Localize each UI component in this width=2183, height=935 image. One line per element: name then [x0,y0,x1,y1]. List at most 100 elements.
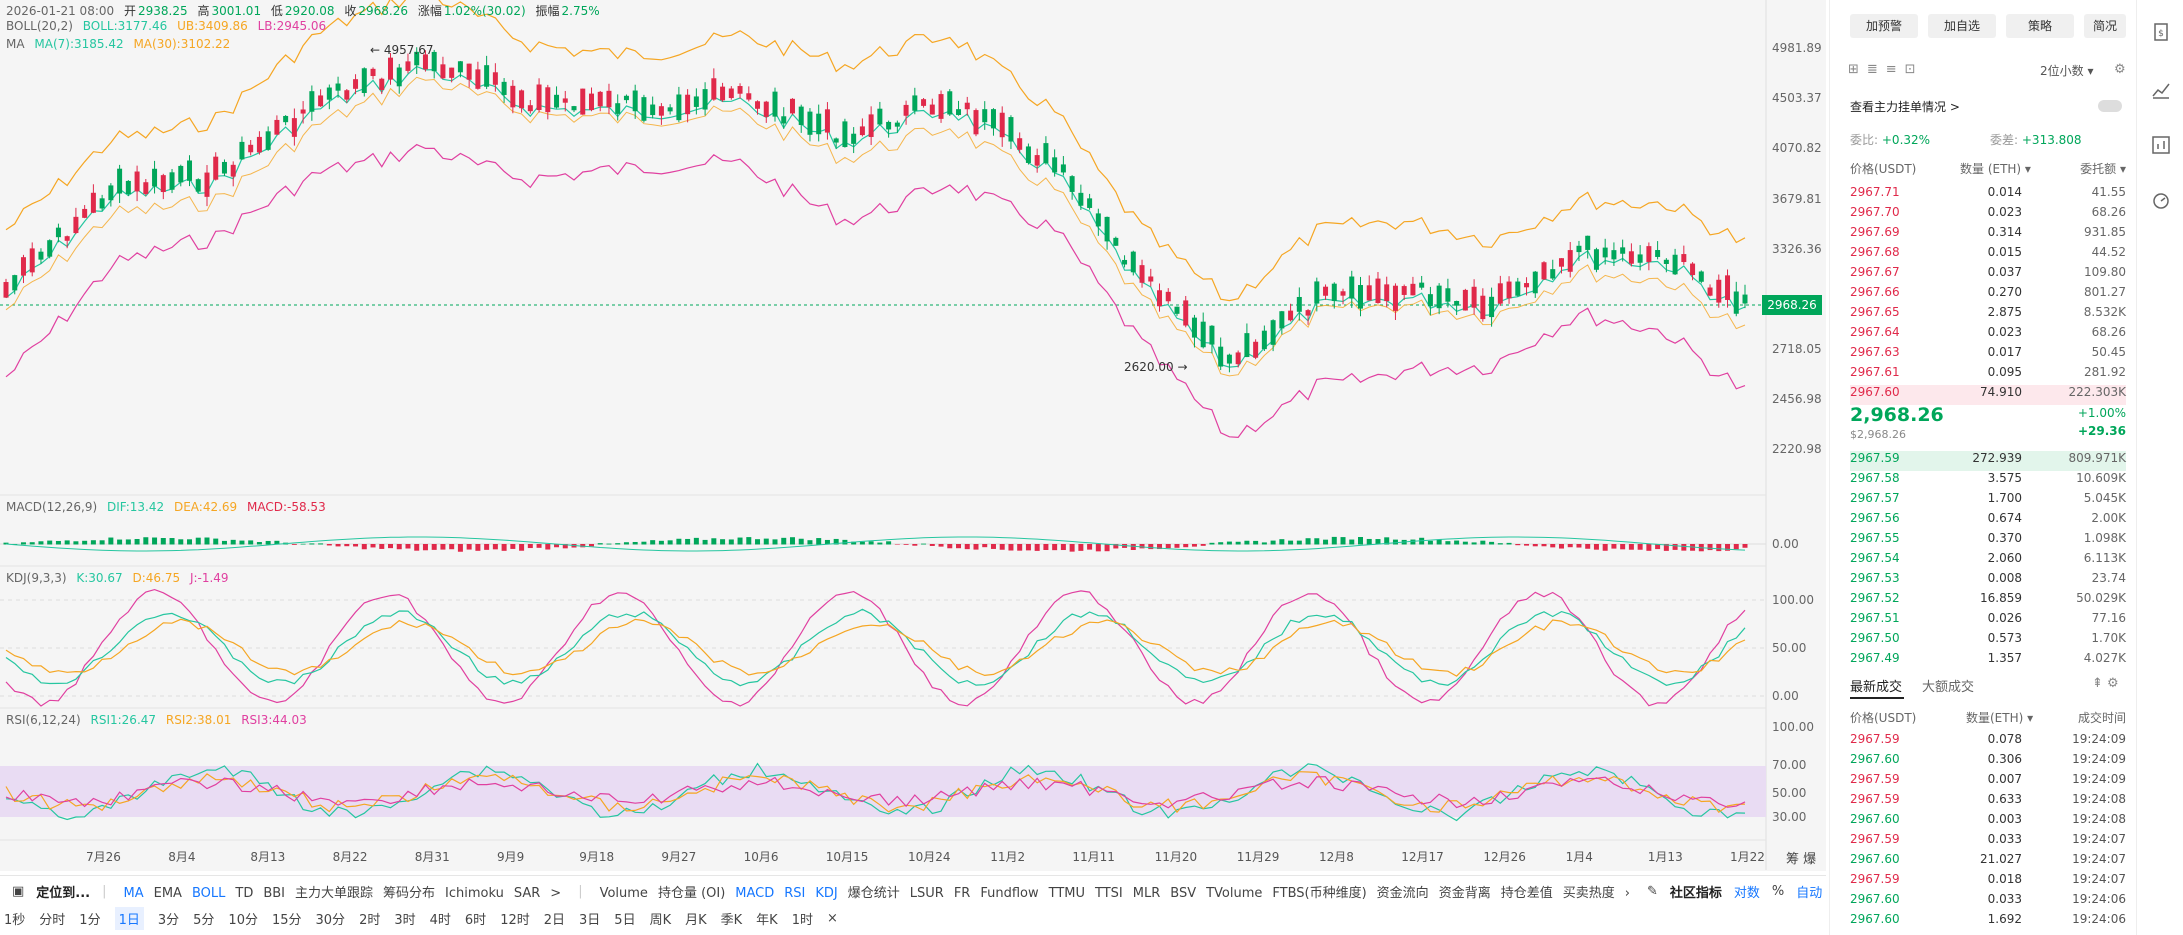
chart-area[interactable]: 2026-01-21 08:00 开 2938.25 高 3001.01 低 2920… [0,0,1826,871]
macd-legend[interactable]: MACD(12,26,9) DIF:13.42 DEA:42.69 MACD:-… [6,500,332,514]
tab-latest-trades[interactable]: 最新成交 [1850,680,1903,695]
sub-indicator-item[interactable]: Volume [599,885,648,901]
community-indicator-button[interactable]: 社区指标 [1669,885,1722,901]
ask-row[interactable]: 2967.67 0.037 109.80 [1850,265,2126,279]
bid-row[interactable]: 2967.49 1.357 4.027K [1850,651,2126,665]
sub-indicator-item[interactable]: 持仓量 (OI) [657,885,726,901]
timeframe-option[interactable]: 2时 [359,912,381,928]
timeframe-option[interactable]: 季K [720,912,743,928]
bid-row[interactable]: 2967.54 2.060 6.113K [1850,551,2126,565]
sub-indicator-item[interactable]: MACD [735,885,775,901]
whale-toggle[interactable] [2098,100,2122,112]
main-indicator-item[interactable]: TD [235,885,254,901]
timeframe-option[interactable]: 分时 [39,912,66,928]
bid-row[interactable]: 2967.57 1.700 5.045K [1850,491,2126,505]
main-indicator-item[interactable]: 主力大单跟踪 [295,885,374,901]
sub-indicator-item[interactable]: TTMU [1048,885,1085,901]
timeframe-option[interactable]: 5分 [193,912,215,928]
orderbook-view-icons[interactable]: ⊞≣≡⊡ [1848,62,1924,77]
bar-chart-icon[interactable] [2151,135,2171,155]
sub-indicator-item[interactable]: TTSI [1095,885,1123,901]
main-indicator-item[interactable]: MA [123,885,144,901]
ask-row[interactable]: 2967.68 0.015 44.52 [1850,245,2126,259]
timeframe-option[interactable]: 1时 [791,912,813,928]
bid-row[interactable]: 2967.52 16.859 50.029K [1850,591,2126,605]
whale-orders-link[interactable]: 查看主力挂单情况 > [1850,100,1960,114]
bid-row[interactable]: 2967.56 0.674 2.00K [1850,511,2126,525]
calendar-icon[interactable]: ▣ [12,883,25,899]
sub-indicator-item[interactable]: 爆仓统计 [847,885,900,901]
watchlist-button[interactable]: 加自选 [1928,14,1996,38]
filter-icon[interactable]: ⇞ ⚙ [2092,676,2119,691]
bid-row[interactable]: 2967.55 0.370 1.098K [1850,531,2126,545]
trend-icon[interactable] [2151,80,2171,100]
sub-indicator-item[interactable]: FTBS(币种维度) [1272,885,1367,901]
timeframe-option[interactable]: 5日 [614,912,636,928]
sub-indicator-item[interactable]: 资金流向 [1376,885,1429,901]
main-indicator-item[interactable]: EMA [153,885,182,901]
tab-large-trades[interactable]: 大额成交 [1922,680,1975,695]
sub-indicator-item[interactable]: 资金背离 [1438,885,1491,901]
timeframe-option[interactable]: × [826,910,838,926]
overview-button[interactable]: 简况 [2084,14,2126,38]
timeframe-option[interactable]: 6时 [464,912,487,928]
main-indicator-item[interactable]: BBI [263,885,285,901]
sub-indicator-item[interactable]: Fundflow [980,885,1039,901]
timeframe-option[interactable]: 1日 [114,906,144,930]
kline-chart[interactable] [0,0,1826,871]
gauge-icon[interactable] [2151,191,2171,211]
timeframe-option[interactable]: 12时 [500,912,530,928]
kdj-legend[interactable]: KDJ(9,3,3) K:30.67 D:46.75 J:-1.49 [6,571,235,585]
sub-indicator-item[interactable]: LSUR [909,885,944,901]
sub-indicator-item[interactable]: › [1624,885,1630,901]
ask-row[interactable]: 2967.65 2.875 8.532K [1850,305,2126,319]
sub-indicator-item[interactable]: KDJ [815,885,838,901]
ask-row[interactable]: 2967.70 0.023 68.26 [1850,205,2126,219]
bid-row[interactable]: 2967.50 0.573 1.70K [1850,631,2126,645]
ask-row[interactable]: 2967.63 0.017 50.45 [1850,345,2126,359]
sub-indicator-item[interactable]: BSV [1170,885,1197,901]
ask-row[interactable]: 2967.66 0.270 801.27 [1850,285,2126,299]
document-icon[interactable]: $ [2151,22,2171,42]
bid-row[interactable]: 2967.51 0.026 77.16 [1850,611,2126,625]
rsi-legend[interactable]: RSI(6,12,24) RSI1:26.47 RSI2:38.01 RSI3:… [6,713,313,727]
ask-row[interactable]: 2967.64 0.023 68.26 [1850,325,2126,339]
percent-toggle[interactable]: % [1771,883,1785,899]
main-indicator-item[interactable]: 筹码分布 [383,885,436,901]
timeframe-option[interactable]: 3分 [157,912,180,928]
strategy-button[interactable]: 策略 [2006,14,2074,38]
date-axis-right[interactable]: 筹 爆 [1786,852,1817,867]
boll-legend[interactable]: BOLL(20,2) BOLL:3177.46 UB:3409.86 LB:29… [6,19,332,33]
precision-select[interactable]: 2位小数 ▾ [2040,64,2094,78]
timeframe-option[interactable]: 3日 [579,912,601,928]
sub-indicator-item[interactable]: FR [953,885,971,901]
sub-indicator-item[interactable]: MLR [1132,885,1161,901]
sub-indicator-item[interactable]: TVolume [1206,885,1263,901]
bid-row[interactable]: 2967.58 3.575 10.609K [1850,471,2126,485]
timeframe-option[interactable]: 月K [685,912,707,928]
timeframe-option[interactable]: 10分 [228,912,258,928]
ask-row[interactable]: 2967.60 74.910 222.303K [1850,385,2126,405]
log-scale-toggle[interactable]: 对数 [1733,885,1760,901]
sub-indicator-item[interactable]: 买卖热度 [1562,885,1615,901]
main-indicator-item[interactable]: SAR [513,885,541,901]
ask-row[interactable]: 2967.69 0.314 931.85 [1850,225,2126,239]
timeframe-option[interactable]: 3时 [394,912,416,928]
timeframe-option[interactable]: 4时 [429,912,451,928]
timeframe-option[interactable]: 1分 [79,912,101,928]
sub-indicator-item[interactable]: RSI [784,885,806,901]
ask-row[interactable]: 2967.61 0.095 281.92 [1850,365,2126,379]
timeframe-option[interactable]: 1秒 [4,912,26,928]
auto-toggle[interactable]: 自动 [1796,885,1823,901]
main-indicator-item[interactable]: > [550,885,562,901]
timeframe-option[interactable]: 年K [756,912,778,928]
timeframe-option[interactable]: 周K [649,912,672,928]
timeframe-option[interactable]: 15分 [271,912,302,928]
locate-button[interactable]: 定位到... [36,885,91,901]
main-indicator-item[interactable]: Ichimoku [445,885,504,901]
timeframe-option[interactable]: 2日 [543,912,566,928]
main-indicator-item[interactable]: BOLL [191,885,226,901]
timeframe-option[interactable]: 30分 [315,912,346,928]
edit-icon[interactable]: ✎ [1646,883,1658,899]
alert-button[interactable]: 加预警 [1850,14,1918,38]
